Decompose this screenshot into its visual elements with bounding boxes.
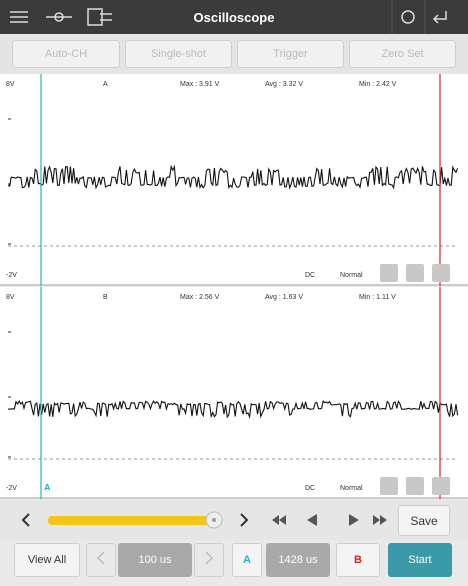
panel-button[interactable] — [406, 264, 424, 282]
cursor-b-button[interactable]: B — [336, 543, 380, 577]
waveform — [7, 164, 459, 190]
panel-button[interactable] — [432, 264, 450, 282]
trigger-mode: Normal — [340, 485, 363, 492]
top-bar: Oscilloscope — [0, 0, 468, 34]
panel-button[interactable] — [406, 477, 424, 495]
channel-a-panel: 8V A Max : 3.91 V Avg : 3.32 V Min : 2.42 V -… — [0, 74, 468, 286]
auto-ch-button[interactable]: Auto-CH — [12, 40, 120, 68]
panel-bg — [0, 287, 468, 499]
save-button[interactable]: Save — [398, 505, 450, 536]
trigger-mode: Normal — [340, 272, 363, 279]
panel-button[interactable] — [432, 477, 450, 495]
coupling: DC — [305, 272, 315, 279]
panel-button[interactable] — [380, 264, 398, 282]
bottom-scale-label: -2V — [6, 485, 17, 492]
top-icons — [10, 0, 447, 34]
channel-name: B — [103, 294, 108, 301]
bottom-scale-label: -2V — [6, 272, 17, 279]
cursor-time: 1428 us — [266, 543, 330, 577]
channel-b-panel: 8V B Max : 2.56 V Avg : 1.63 V Min : 1.11 V -… — [0, 287, 468, 499]
avg-value: Avg : 3.32 V — [265, 81, 303, 88]
start-button[interactable]: Start — [388, 543, 452, 577]
time-decrease-button[interactable] — [86, 543, 116, 577]
cursor-marker: A — [44, 482, 51, 492]
top-scale-label: 8V — [6, 294, 15, 301]
top-scale-label: 8V — [6, 81, 15, 88]
trigger-button[interactable]: Trigger — [237, 40, 344, 68]
time-increase-button[interactable] — [194, 543, 224, 577]
channel-name: A — [103, 81, 108, 88]
panel-button[interactable] — [380, 477, 398, 495]
toolbar: Auto-CH Single-shot Trigger Zero Set — [0, 34, 468, 74]
coupling: DC — [305, 485, 315, 492]
zero-set-button[interactable]: Zero Set — [349, 40, 456, 68]
time-base: 100 us — [118, 543, 192, 577]
min-value: Min : 1.11 V — [359, 294, 396, 301]
max-value: Max : 3.91 V — [180, 81, 220, 88]
view-all-button[interactable]: View All — [14, 543, 80, 577]
cursor-a-button[interactable]: A — [232, 543, 262, 577]
max-value: Max : 2.56 V — [180, 294, 220, 301]
waveform — [7, 399, 459, 420]
avg-value: Avg : 1.63 V — [265, 294, 303, 301]
slider-bar[interactable] — [48, 516, 222, 525]
single-shot-button[interactable]: Single-shot — [125, 40, 232, 68]
min-value: Min : 2.42 V — [359, 81, 397, 88]
